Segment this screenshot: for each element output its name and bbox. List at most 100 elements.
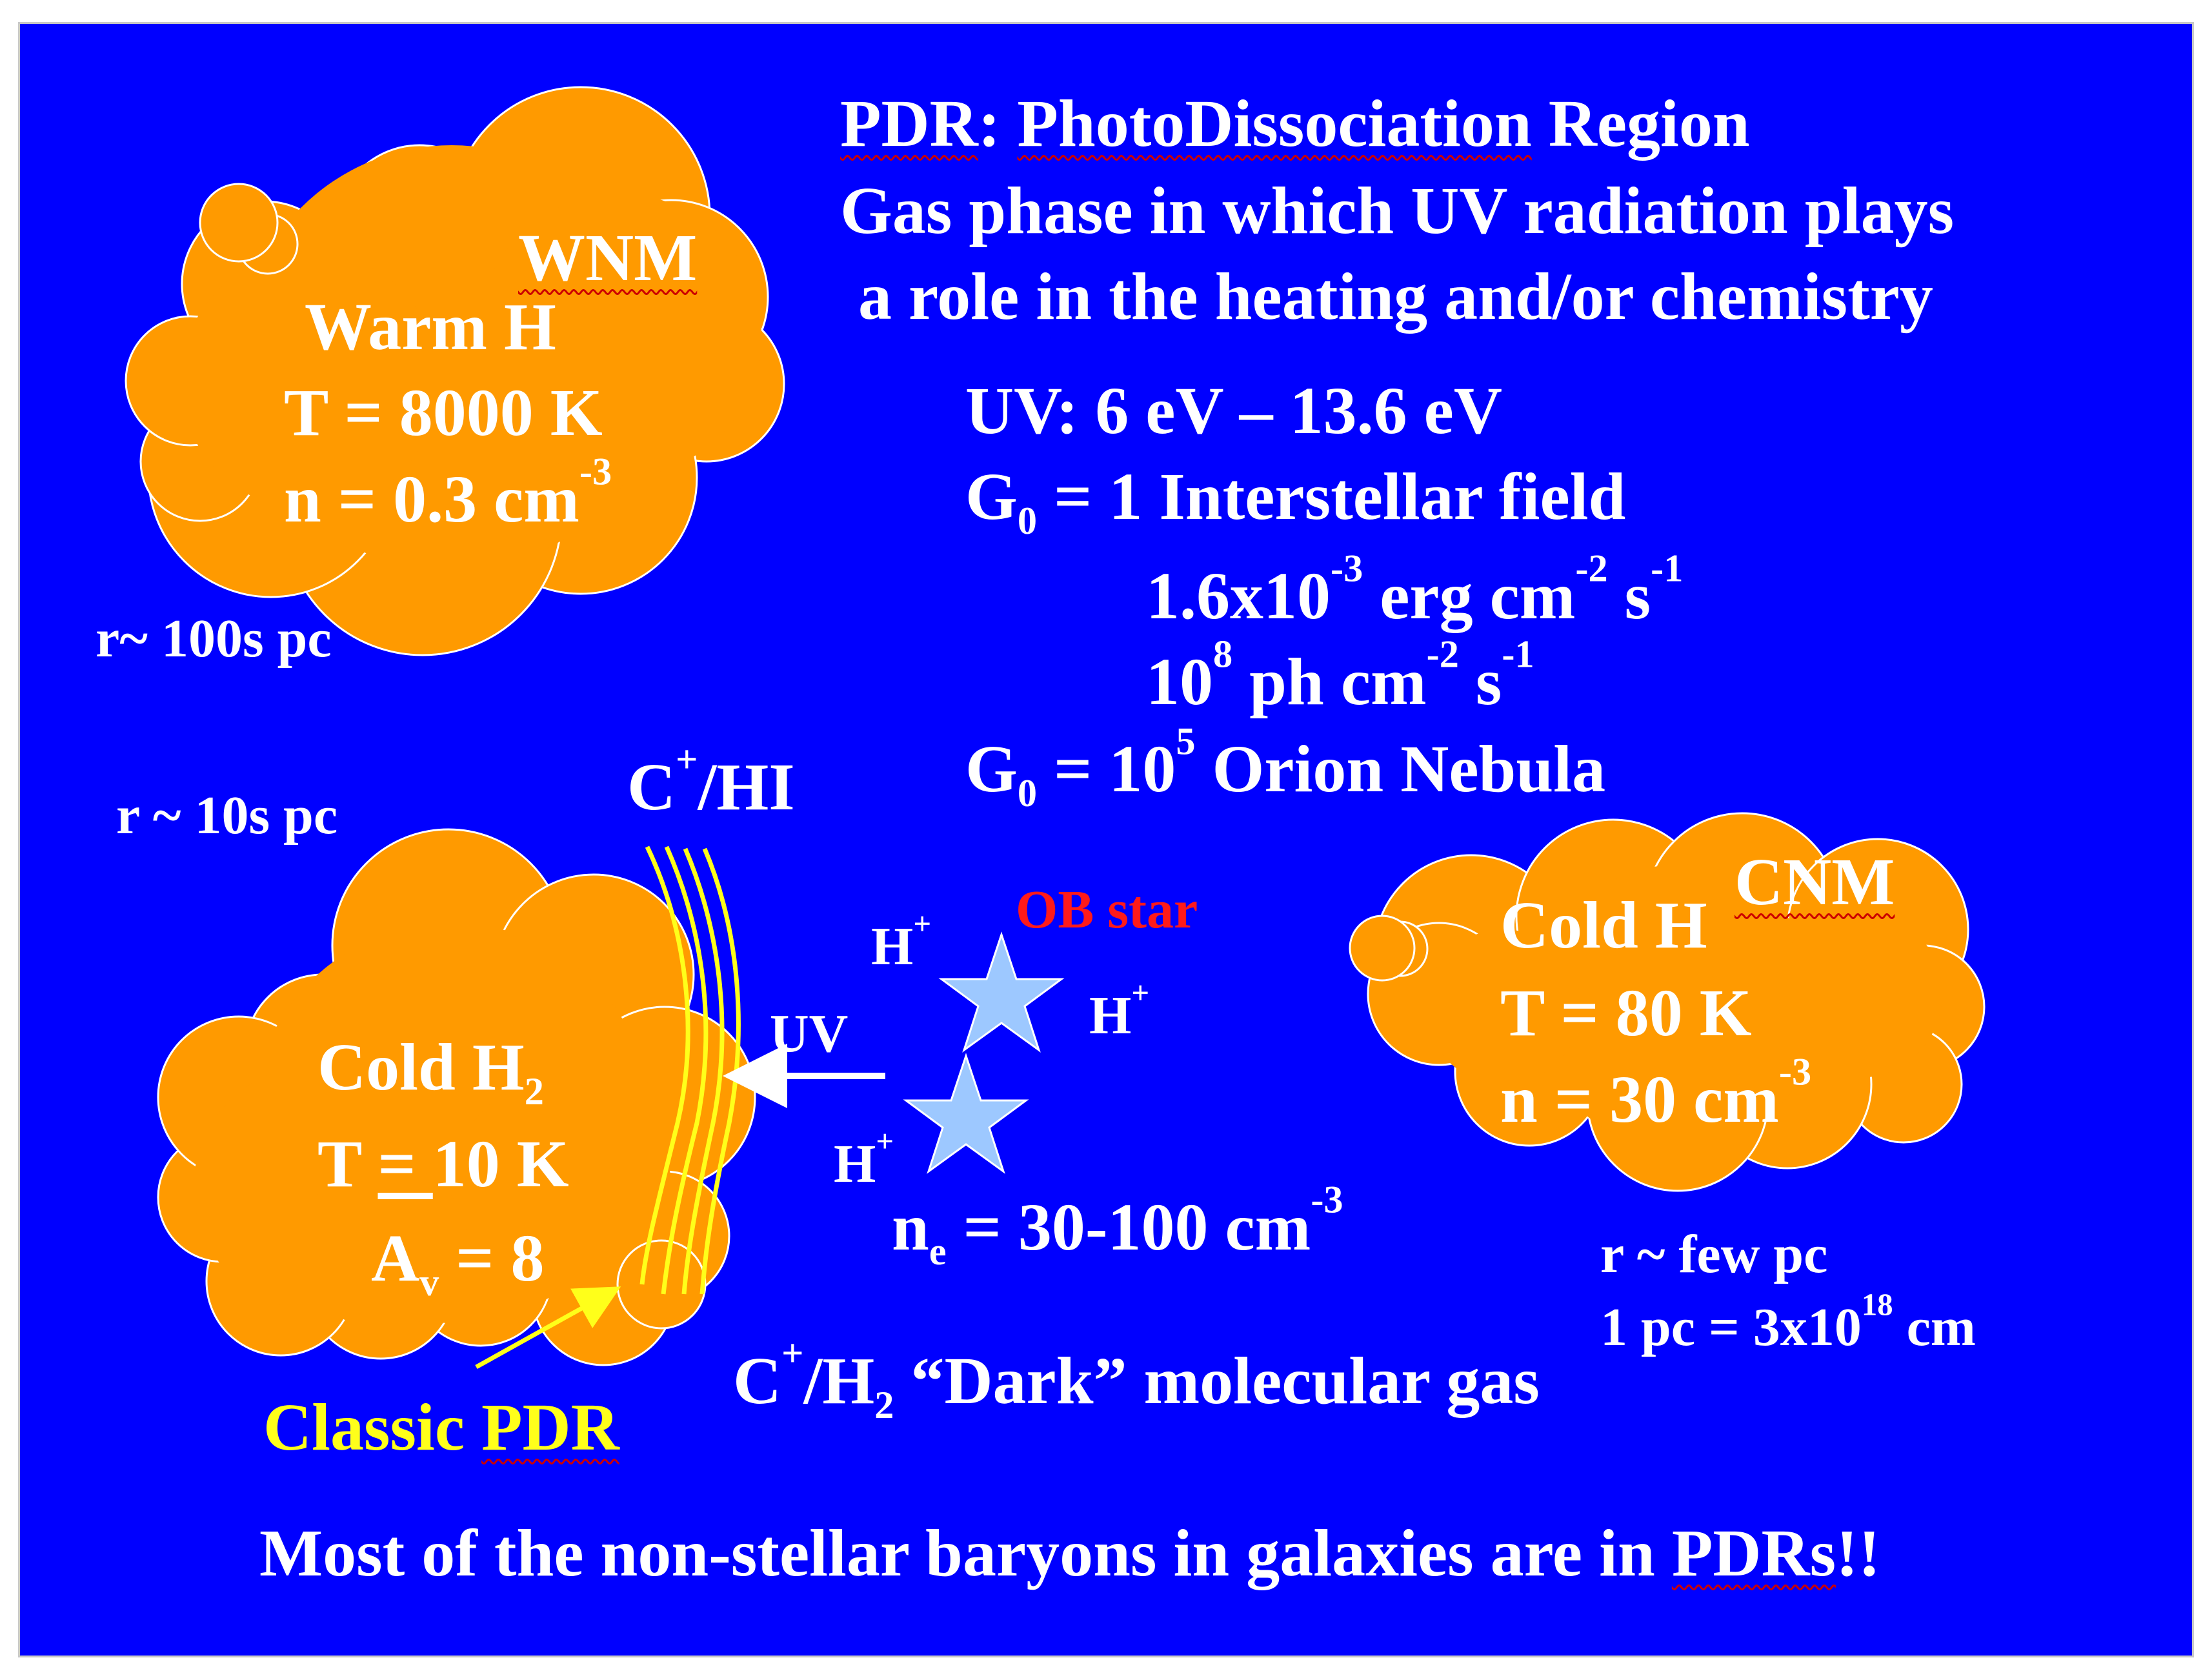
pdr-edge-sup: + bbox=[676, 738, 698, 782]
star-icon bbox=[938, 931, 1065, 1053]
cnm-density-exp: -3 bbox=[1778, 1050, 1812, 1094]
cnm-size: r ~ few pc bbox=[1600, 1224, 1828, 1284]
flux-photons: 108 ph cm-2 s-1 bbox=[1146, 635, 1534, 716]
parsec-conversion: 1 pc = 3x1018 cm bbox=[1600, 1289, 1976, 1355]
classic-pdr-word: Classic bbox=[263, 1390, 481, 1464]
flux-photons-unit-exp: -2 bbox=[1426, 633, 1459, 676]
h-plus-label-right: H+ bbox=[1089, 977, 1149, 1046]
cold-h2-av-val: = 8 bbox=[439, 1221, 545, 1295]
flux-energy-exp: -3 bbox=[1331, 547, 1363, 591]
cnm-name: Cold H bbox=[1500, 888, 1707, 962]
h-plus-base: H bbox=[871, 917, 914, 977]
electron-density-sub: e bbox=[929, 1230, 947, 1273]
wnm-tag: WNM bbox=[518, 221, 698, 295]
h-plus-sup: + bbox=[913, 906, 932, 942]
dark-gas-h-sub: 2 bbox=[874, 1383, 894, 1427]
classic-pdr-arrow bbox=[475, 1286, 621, 1370]
dark-gas-c: C bbox=[733, 1344, 782, 1418]
h-plus-sup: + bbox=[1131, 975, 1150, 1011]
cold-h2-name: Cold H2 bbox=[317, 1034, 544, 1111]
wnm-density: n = 0.3 cm-3 bbox=[284, 452, 612, 533]
g0-orion: G0 = 105 Orion Nebula bbox=[965, 722, 1605, 813]
cold-h2-size: r ~ 10s pc bbox=[116, 785, 338, 846]
dark-gas-c-sup: + bbox=[781, 1332, 804, 1375]
cold-h2-av-sub: v bbox=[419, 1261, 439, 1304]
g0-interstellar: G0 = 1 Interstellar field bbox=[965, 460, 1626, 541]
cold-h2-temp-t: T bbox=[317, 1127, 378, 1201]
h-plus-label-bottom-left: H+ bbox=[834, 1126, 894, 1194]
electron-density-n: n bbox=[892, 1190, 929, 1264]
parsec-exp: 18 bbox=[1861, 1287, 1893, 1322]
title-pdr-abbr: PDR bbox=[840, 86, 978, 161]
flux-energy-unit-exp: -2 bbox=[1575, 547, 1608, 591]
cold-h2-temp-val: 10 K bbox=[432, 1127, 569, 1201]
cold-h2-temp-eq: = bbox=[377, 1127, 433, 1201]
dark-gas-h: /H bbox=[803, 1344, 875, 1418]
footer-exclaim: !! bbox=[1836, 1516, 1881, 1590]
cnm-cloud-shape bbox=[1349, 812, 1986, 1192]
title-photodissociation: PhotoDissociation bbox=[1017, 86, 1532, 161]
g0-symbol: G bbox=[965, 460, 1018, 534]
star-icon bbox=[903, 1053, 1029, 1174]
title-colon: : bbox=[978, 86, 1018, 161]
g0-orion-text: Orion Nebula bbox=[1195, 732, 1606, 806]
title-definition-line-2: a role in the heating and/or chemistry bbox=[858, 259, 1933, 334]
wnm-density-base: n = 0.3 cm bbox=[284, 462, 579, 536]
cold-h2-name-sub: 2 bbox=[524, 1069, 544, 1113]
title-definition-line-1: Gas phase in which UV radiation plays bbox=[840, 174, 1955, 248]
cold-h2-temperature: T = 10 K bbox=[317, 1131, 569, 1198]
cold-h2-name-base: Cold H bbox=[317, 1030, 525, 1104]
page-title: PDR: PhotoDissociation Region bbox=[840, 90, 1750, 157]
g0-interstellar-text: = 1 Interstellar field bbox=[1037, 460, 1626, 534]
flux-photons-s-exp: -1 bbox=[1502, 633, 1534, 676]
electron-density-val: = 30-100 cm bbox=[946, 1190, 1311, 1264]
dark-gas-label: C+/H2 “Dark” molecular gas bbox=[733, 1334, 1540, 1425]
wnm-density-exp: -3 bbox=[579, 450, 612, 494]
g0-orion-eq: = 10 bbox=[1037, 732, 1176, 806]
flux-energy-s: s bbox=[1607, 559, 1651, 633]
title-region: Region bbox=[1531, 86, 1750, 161]
dark-gas-text: “Dark” molecular gas bbox=[894, 1344, 1540, 1418]
electron-density-exp: -3 bbox=[1311, 1178, 1343, 1222]
pdr-edge-rest: /HI bbox=[698, 750, 795, 824]
wnm-cloud-shape bbox=[125, 86, 785, 656]
footer-statement: Most of the non-stellar baryons in galax… bbox=[259, 1520, 1880, 1587]
flux-photons-unit: ph cm bbox=[1232, 645, 1427, 719]
uv-arrow-label: UV bbox=[770, 1004, 849, 1064]
cold-h2-extinction: Av = 8 bbox=[371, 1225, 545, 1302]
cnm-density: n = 30 cm-3 bbox=[1500, 1053, 1811, 1133]
h-plus-sup: + bbox=[876, 1124, 894, 1159]
h-plus-base: H bbox=[1089, 986, 1132, 1046]
pdr-front-lines bbox=[639, 846, 741, 1295]
g0-orion-subscript: 0 bbox=[1017, 771, 1038, 815]
h-plus-base: H bbox=[834, 1134, 876, 1194]
wnm-temperature: T = 8000 K bbox=[284, 376, 603, 450]
pdr-edge-label: C+/HI bbox=[627, 740, 795, 821]
classic-pdr-label: Classic PDR bbox=[263, 1394, 619, 1461]
flux-energy-unit: erg cm bbox=[1363, 559, 1576, 633]
cnm-tag: CNM bbox=[1734, 845, 1895, 919]
uv-range: UV: 6 eV – 13.6 eV bbox=[965, 374, 1502, 448]
cnm-temperature: T = 80 K bbox=[1500, 976, 1752, 1050]
h-plus-label-top-left: H+ bbox=[871, 908, 931, 977]
wnm-name: Warm H bbox=[305, 290, 556, 364]
flux-energy-base: 1.6x10 bbox=[1146, 559, 1331, 633]
footer-text: Most of the non-stellar baryons in galax… bbox=[259, 1516, 1672, 1590]
parsec-base: 1 pc = 3x10 bbox=[1600, 1297, 1862, 1357]
g0-orion-symbol: G bbox=[965, 732, 1018, 806]
flux-energy-s-exp: -1 bbox=[1651, 547, 1684, 591]
footer-pdrs: PDRs bbox=[1671, 1516, 1836, 1590]
ob-star-label: OB star bbox=[1016, 880, 1198, 940]
pdr-edge-c: C bbox=[627, 750, 676, 824]
g0-subscript: 0 bbox=[1017, 499, 1038, 543]
electron-density: ne = 30-100 cm-3 bbox=[892, 1180, 1343, 1271]
g0-orion-exp: 5 bbox=[1176, 720, 1196, 764]
flux-photons-s: s bbox=[1458, 645, 1502, 719]
flux-energy: 1.6x10-3 erg cm-2 s-1 bbox=[1146, 549, 1683, 630]
wnm-size: r~ 100s pc bbox=[96, 609, 332, 669]
classic-pdr-abbr: PDR bbox=[481, 1390, 619, 1464]
cold-h2-av-base: A bbox=[371, 1221, 420, 1295]
cold-h2-cloud-shape bbox=[157, 828, 756, 1366]
parsec-unit: cm bbox=[1893, 1297, 1976, 1357]
